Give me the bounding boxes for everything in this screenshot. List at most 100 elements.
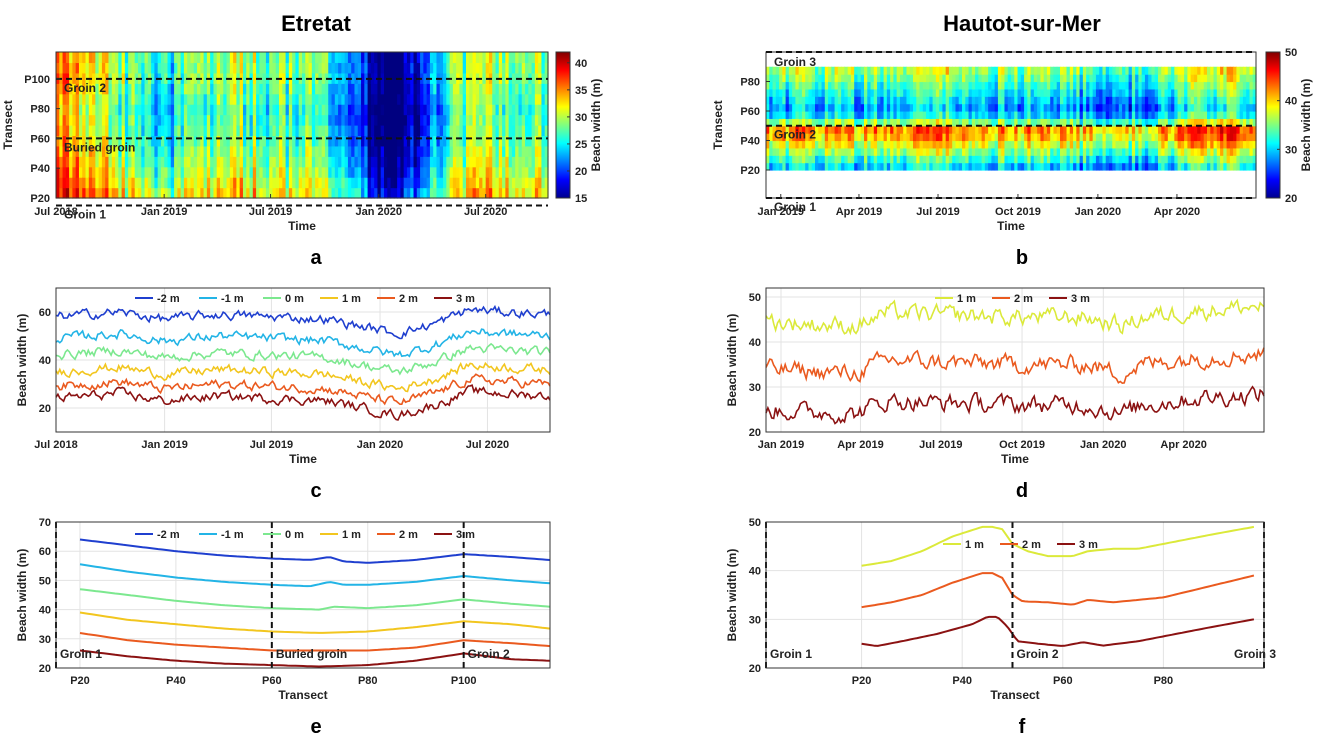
x-axis-label: Time — [997, 219, 1025, 233]
heatmap-cell — [324, 114, 329, 126]
heatmap-cell — [1207, 133, 1211, 142]
heatmap-cell — [242, 156, 247, 168]
heatmap-cell — [354, 114, 359, 126]
heatmap-cell — [134, 166, 139, 178]
heatmap-cell — [1180, 162, 1185, 171]
heatmap-cell — [443, 135, 447, 147]
heatmap-cell — [138, 177, 142, 189]
heatmap-cell — [324, 135, 329, 147]
heatmap-cell — [466, 177, 470, 189]
heatmap-cell — [913, 96, 917, 105]
heatmap-cell — [834, 162, 839, 171]
heatmap-cell — [534, 104, 539, 116]
heatmap-cell — [834, 133, 839, 142]
heatmap-cell — [828, 88, 832, 97]
heatmap-cell — [525, 166, 529, 178]
heatmap-cell — [1171, 96, 1175, 105]
heatmap-cell — [1252, 66, 1257, 75]
heatmap-cell — [344, 145, 349, 157]
heatmap-cell — [1184, 110, 1188, 119]
heatmap-cell — [367, 135, 372, 147]
heatmap-cell — [801, 110, 806, 119]
heatmap-cell — [798, 81, 803, 90]
heatmap-cell — [1053, 140, 1058, 149]
heatmap-cell — [479, 83, 483, 95]
heatmap-cell — [1050, 81, 1055, 90]
heatmap-cell — [821, 110, 826, 119]
heatmap-cell — [834, 140, 839, 149]
heatmap-cell — [1024, 110, 1028, 119]
heatmap-cell — [446, 104, 451, 116]
heatmap-cell — [242, 187, 247, 199]
heatmap-cell — [841, 96, 845, 105]
heatmap-cell — [1233, 162, 1237, 171]
heatmap-cell — [246, 187, 251, 199]
heatmap-cell — [177, 166, 182, 178]
heatmap-cell — [1102, 125, 1107, 134]
heatmap-cell — [308, 145, 313, 157]
heatmap-cell — [416, 93, 421, 105]
heatmap-cell — [292, 93, 297, 105]
heatmap-cell — [981, 88, 986, 97]
heatmap-cell — [1239, 140, 1244, 149]
heatmap-cell — [439, 52, 444, 64]
heatmap-cell — [1184, 88, 1188, 97]
heatmap-cell — [942, 125, 947, 134]
heatmap-cell — [821, 81, 826, 90]
heatmap-cell — [805, 147, 810, 156]
heatmap-cell — [1236, 88, 1241, 97]
heatmap-cell — [798, 103, 803, 112]
heatmap-cell — [1102, 118, 1107, 127]
heatmap-cell — [785, 162, 790, 171]
heatmap-cell — [347, 52, 352, 64]
heatmap-cell — [56, 83, 60, 95]
heatmap-cell — [213, 177, 218, 189]
heatmap-cell — [779, 155, 783, 164]
heatmap-cell — [213, 62, 218, 74]
heatmap-cell — [226, 83, 231, 95]
heatmap-cell — [164, 187, 169, 199]
heatmap-cell — [525, 83, 529, 95]
heatmap-cell — [785, 155, 790, 164]
heatmap-cell — [962, 133, 966, 142]
colorbar-tick-label: 40 — [575, 58, 587, 70]
heatmap-cell — [1050, 96, 1055, 105]
heatmap-cell — [459, 145, 464, 157]
heatmap-cell — [511, 83, 516, 95]
heatmap-cell — [449, 52, 454, 64]
heatmap-cell — [788, 110, 793, 119]
heatmap-cell — [69, 52, 73, 64]
heatmap-cell — [393, 156, 398, 168]
heatmap-cell — [948, 81, 953, 90]
heatmap-cell — [1161, 125, 1166, 134]
heatmap-cell — [1112, 66, 1117, 75]
heatmap-cell — [1239, 96, 1244, 105]
heatmap-cell — [798, 74, 803, 83]
heatmap-cell — [818, 74, 823, 83]
heatmap-cell — [1128, 81, 1133, 90]
heatmap-cell — [788, 118, 793, 127]
heatmap-cell — [485, 156, 490, 168]
heatmap-cell — [893, 155, 898, 164]
heatmap-cell — [82, 156, 87, 168]
heatmap-cell — [955, 162, 960, 171]
heatmap-cell — [926, 74, 930, 83]
heatmap-cell — [236, 156, 241, 168]
heatmap-cell — [82, 104, 87, 116]
heatmap-cell — [1177, 125, 1182, 134]
heatmap-cell — [1115, 103, 1120, 112]
heatmap-cell — [860, 66, 865, 75]
heatmap-cell — [121, 177, 126, 189]
heatmap-cell — [206, 177, 211, 189]
heatmap-cell — [1144, 155, 1149, 164]
heatmap-cell — [226, 156, 231, 168]
heatmap-cell — [1089, 110, 1094, 119]
heatmap-cell — [403, 166, 408, 178]
heatmap-cell — [347, 166, 352, 178]
heatmap-cell — [1046, 133, 1051, 142]
heatmap-cell — [203, 114, 208, 126]
heatmap-cell — [1122, 66, 1126, 75]
heatmap-cell — [75, 166, 80, 178]
heatmap-cell — [134, 177, 139, 189]
heatmap-cell — [420, 187, 424, 199]
